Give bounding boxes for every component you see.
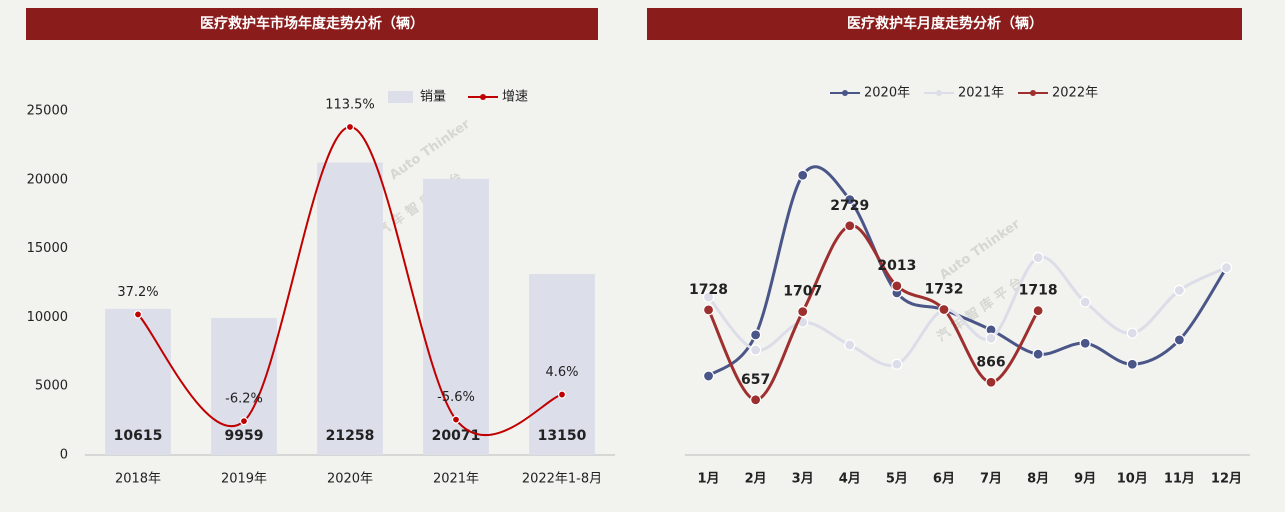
legend-label: 销量 bbox=[420, 90, 446, 105]
y-tick-label: 0 bbox=[60, 448, 68, 463]
value-label: 4.6% bbox=[545, 365, 578, 380]
value-label: 1728 bbox=[689, 282, 728, 298]
bar bbox=[529, 274, 595, 455]
chart-title: 医疗救护车月度走势分析（辆） bbox=[847, 15, 1043, 32]
point bbox=[239, 416, 249, 426]
x-tick-label: 12月 bbox=[1211, 472, 1242, 487]
point bbox=[345, 122, 355, 132]
watermark: Auto Thinker bbox=[387, 116, 473, 183]
point bbox=[797, 169, 809, 181]
value-label: 1707 bbox=[783, 284, 822, 300]
y-tick-label: 25000 bbox=[27, 104, 68, 119]
x-tick-label: 7月 bbox=[980, 472, 1002, 487]
point bbox=[451, 415, 461, 424]
x-tick-label: 6月 bbox=[933, 472, 955, 487]
value-label: 1718 bbox=[1019, 283, 1058, 299]
point bbox=[844, 339, 856, 351]
point bbox=[702, 370, 715, 382]
value-label: 21258 bbox=[326, 428, 375, 444]
legend-swatch bbox=[842, 90, 848, 96]
x-tick-label: 4月 bbox=[839, 472, 861, 487]
legend-label: 增速 bbox=[502, 90, 528, 105]
legend-label: 2020年 bbox=[864, 86, 910, 101]
x-tick-label: 3月 bbox=[792, 472, 814, 487]
value-label: 20071 bbox=[432, 428, 481, 444]
value-label: -6.2% bbox=[225, 392, 263, 407]
legend-swatch bbox=[480, 94, 486, 100]
point bbox=[985, 376, 997, 388]
bar bbox=[423, 178, 489, 455]
point bbox=[1032, 348, 1044, 360]
x-tick-label: 2019年 bbox=[221, 472, 267, 487]
legend-swatch bbox=[388, 91, 413, 103]
line bbox=[707, 165, 1228, 378]
title-bar bbox=[647, 8, 1242, 40]
point bbox=[750, 329, 762, 341]
point bbox=[1173, 334, 1185, 346]
value-label: 10615 bbox=[114, 428, 163, 444]
point bbox=[702, 291, 715, 303]
x-tick-label: 5月 bbox=[886, 472, 908, 487]
x-tick-label: 11月 bbox=[1164, 472, 1195, 487]
point bbox=[1173, 284, 1185, 296]
x-tick-label: 9月 bbox=[1074, 472, 1096, 487]
y-tick-label: 15000 bbox=[27, 241, 68, 256]
point bbox=[1032, 305, 1044, 317]
legend-label: 2022年 bbox=[1052, 86, 1098, 101]
y-tick-label: 10000 bbox=[27, 310, 68, 325]
value-label: 866 bbox=[976, 354, 1005, 370]
x-tick-label: 2018年 bbox=[115, 472, 161, 487]
value-label: -5.6% bbox=[437, 390, 475, 405]
point bbox=[1079, 337, 1091, 349]
x-tick-label: 2020年 bbox=[327, 472, 373, 487]
legend-swatch bbox=[1030, 90, 1036, 96]
bar bbox=[105, 308, 171, 455]
point bbox=[557, 390, 567, 399]
point bbox=[1126, 358, 1138, 370]
value-label: 113.5% bbox=[325, 97, 375, 112]
value-label: 1732 bbox=[924, 282, 963, 298]
value-label: 2013 bbox=[877, 258, 916, 274]
legend-swatch bbox=[936, 90, 942, 96]
value-label: 657 bbox=[741, 372, 770, 388]
point bbox=[797, 306, 809, 318]
x-tick-label: 10月 bbox=[1117, 472, 1148, 487]
point bbox=[702, 304, 715, 316]
point bbox=[1079, 296, 1091, 308]
bar bbox=[317, 162, 383, 455]
y-tick-label: 20000 bbox=[27, 172, 68, 187]
x-tick-label: 2月 bbox=[745, 472, 767, 487]
value-label: 13150 bbox=[538, 428, 587, 444]
point bbox=[133, 310, 143, 319]
point bbox=[891, 358, 903, 370]
point bbox=[750, 344, 762, 356]
point bbox=[938, 303, 950, 316]
point bbox=[844, 220, 856, 232]
x-tick-label: 2021年 bbox=[433, 472, 479, 487]
point bbox=[1220, 262, 1233, 274]
x-tick-label: 1月 bbox=[698, 472, 720, 487]
title-bar bbox=[26, 8, 598, 40]
point bbox=[1032, 252, 1044, 264]
value-label: 37.2% bbox=[117, 285, 158, 300]
point bbox=[844, 194, 856, 206]
point bbox=[891, 280, 903, 292]
legend-label: 2021年 bbox=[958, 86, 1004, 101]
x-tick-label: 2022年1-8月 bbox=[522, 472, 602, 487]
point bbox=[1126, 327, 1138, 339]
bar bbox=[211, 317, 277, 455]
point bbox=[985, 332, 997, 344]
value-label: 9959 bbox=[225, 428, 264, 444]
point bbox=[750, 394, 762, 406]
x-tick-label: 8月 bbox=[1027, 472, 1049, 487]
y-tick-label: 5000 bbox=[35, 379, 68, 394]
watermark: Auto Thinker bbox=[937, 216, 1023, 283]
chart-title: 医疗救护车市场年度走势分析（辆） bbox=[200, 15, 424, 32]
value-label: 2729 bbox=[830, 198, 869, 214]
